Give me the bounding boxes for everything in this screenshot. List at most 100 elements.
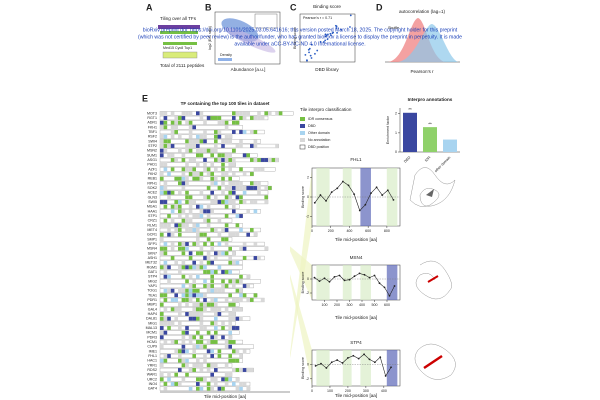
tile [160,148,164,153]
tile [185,293,189,298]
tile [188,274,193,279]
tile [214,200,218,204]
tile [232,148,236,153]
tile [246,111,250,116]
tile [224,340,229,344]
tile [235,181,240,186]
tile [228,176,232,181]
tile [199,190,204,195]
tile [203,120,207,125]
tile [160,312,164,316]
tile [163,181,168,186]
tile [170,209,175,214]
tile [203,302,207,307]
tile [196,153,200,158]
tile [199,368,204,372]
tile [224,372,229,377]
tile [232,251,236,256]
tile [188,204,193,209]
tile [167,354,171,358]
tile [185,144,189,148]
tile [199,335,204,340]
label: HCM1 [147,340,157,344]
label: GAL4 [148,307,157,311]
tile [185,120,189,125]
tile [210,354,214,358]
dot [335,25,338,28]
domain-shade [360,350,371,386]
label: ASH1 [148,256,157,260]
tile [224,228,229,232]
tile [221,176,225,181]
tile [188,251,193,256]
tile [235,144,240,148]
tile [188,167,193,172]
tile [214,377,218,382]
label: 400 [381,389,387,393]
tile [253,242,258,246]
tile [217,153,222,158]
tile [224,153,229,158]
tile [206,330,211,335]
tile [185,363,189,368]
tile [214,130,218,134]
tile [196,172,200,176]
tile [224,120,229,125]
tile [192,349,196,354]
score-point [383,286,386,289]
tile [224,139,229,144]
tile [196,251,200,256]
tile [214,158,218,162]
tile [192,200,196,204]
tile [199,204,204,209]
tile [239,214,243,218]
tile [185,312,189,316]
tile [163,260,168,265]
score-point [314,364,317,367]
tile [246,153,250,158]
tile [206,270,211,274]
tile [160,120,164,125]
domain-shade [360,265,371,300]
tile [160,265,164,270]
tile [250,228,254,232]
density [398,24,458,62]
tile [181,293,186,298]
tile [181,358,186,363]
tile [206,302,211,307]
tile [217,186,222,190]
tile [160,251,164,256]
tile [170,167,175,172]
tile [199,116,204,120]
tile [192,316,196,321]
helix [423,354,443,370]
tile [250,186,254,190]
label: Tile interpro classification [300,107,352,112]
tile [206,284,211,288]
label: DBD library [315,67,339,72]
label: -2 [306,377,309,381]
tile [170,190,175,195]
dot [325,34,328,37]
tile [228,200,232,204]
dot [324,39,327,42]
tile [210,340,214,344]
tile [268,158,272,162]
tile [181,172,186,176]
tile [206,363,211,368]
tile [178,265,182,270]
tile [178,232,182,237]
tile [170,111,175,116]
tile [199,153,204,158]
label: 2 [395,112,397,116]
tile [221,153,225,158]
tile [217,120,222,125]
tile [206,260,211,265]
tile [188,172,193,176]
inset [254,13,278,29]
tile [221,326,225,330]
label: WAR1 [147,373,157,377]
tile [232,162,236,167]
tile [185,162,189,167]
tile [188,368,193,372]
